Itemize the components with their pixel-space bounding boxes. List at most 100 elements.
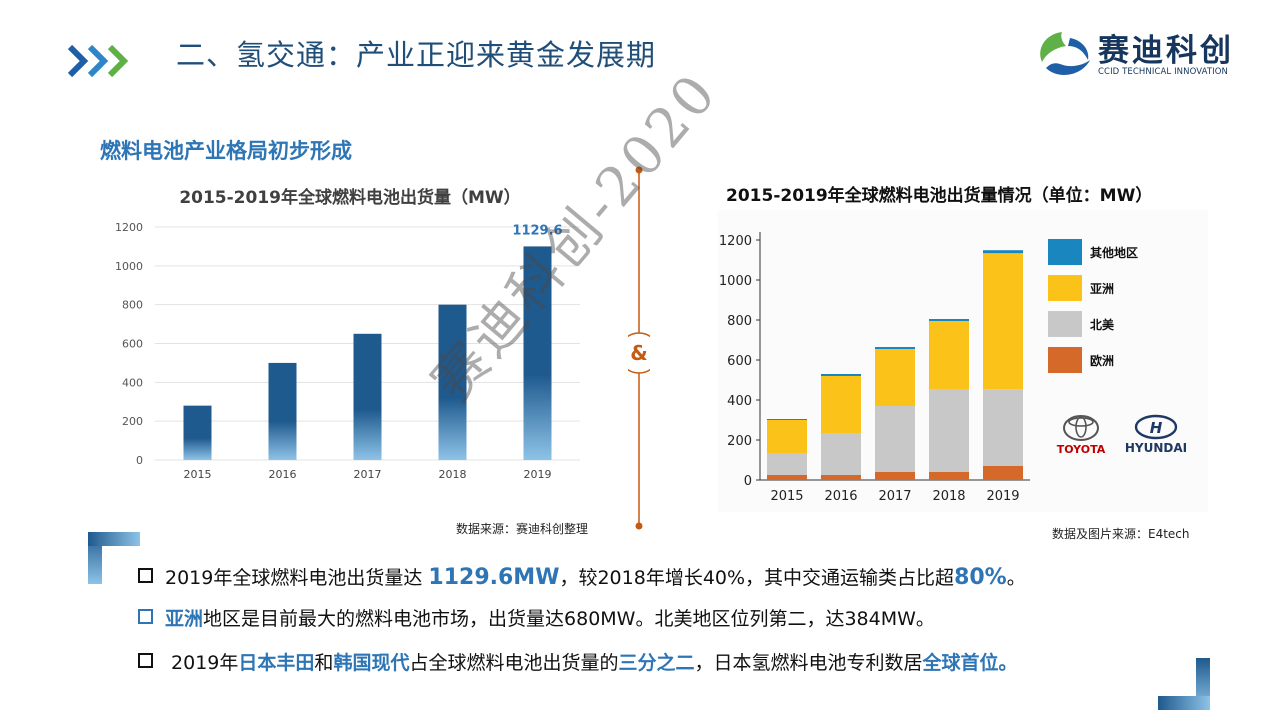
left-chart-title: 2015-2019年全球燃料电池出货量（MW） <box>179 188 521 208</box>
logo-name-en: CCID TECHNICAL INNOVATION <box>1098 67 1229 77</box>
right-bar-segment <box>929 319 969 321</box>
bullet-text: 1129.6MW <box>428 565 560 590</box>
bullet-box-icon <box>138 568 153 583</box>
divider-badge <box>628 332 650 374</box>
hyundai-emblem-icon <box>1134 414 1178 440</box>
ccid-logo <box>1040 32 1090 75</box>
bullet-text: 占全球燃料电池出货量的 <box>409 652 619 674</box>
bullet-text: 地区是目前最大的燃料电池市场，出货量达680MW。北美地区位列第二，达384MW… <box>203 608 935 630</box>
bullet-text: 三分之二 <box>618 652 695 674</box>
right-y-tick-label: 200 <box>727 434 752 449</box>
right-stacked-bar-chart: 0 200 400 600 800 1000 1200 2015 2016 2017 2018 201… <box>719 232 1187 504</box>
left-x-tick-label: 2019 <box>524 468 552 481</box>
bullet-text: 80% <box>954 565 1007 590</box>
right-x-tick-label: 2016 <box>824 489 857 504</box>
right-bar-segment <box>929 389 969 472</box>
bullet-text: 日本丰田 <box>238 652 315 674</box>
left-chart-source: 数据来源：赛迪科创整理 <box>456 522 589 536</box>
right-chart-title: 2015-2019年全球燃料电池出货量情况（单位：MW） <box>726 186 1153 206</box>
bullet-text: ，日本氢燃料电池专利数居 <box>694 652 923 674</box>
left-bar-2018 <box>438 304 467 460</box>
left-x-tick-label: 2015 <box>184 468 212 481</box>
toyota-emblem-icon <box>1063 415 1099 441</box>
bullet-text: 2019年 <box>165 652 239 674</box>
left-bar-chart: 0 200 400 600 800 1000 1200 2015 2016 2017 2018 201… <box>115 221 580 481</box>
bullet-text: ，较2018年增长40%，其中交通运输类占比超 <box>559 567 955 589</box>
right-y-tick-label: 400 <box>727 394 752 409</box>
bullet-text: 韩国现代 <box>333 652 410 674</box>
left-y-tick-label: 200 <box>122 415 143 428</box>
right-chart-source: 数据及图片来源：E4tech <box>1052 527 1190 541</box>
left-x-tick-label: 2017 <box>354 468 382 481</box>
bullet-text: 和 <box>314 652 334 674</box>
left-y-tick-label: 1200 <box>115 221 143 234</box>
right-y-tick-label: 800 <box>727 314 752 329</box>
right-bar-segment <box>983 253 1023 390</box>
bullet-asia-market: 亚洲地区是目前最大的燃料电池市场，出货量达680MW。北美地区位列第二，达384… <box>138 604 935 631</box>
right-legend-swatch <box>1048 311 1082 337</box>
right-bar-segment <box>821 433 861 475</box>
right-bar-segment <box>983 389 1023 466</box>
left-x-tick-label: 2018 <box>439 468 467 481</box>
right-bar-segment <box>767 453 807 475</box>
left-y-tick-label: 800 <box>122 299 143 312</box>
right-y-tick-label: 600 <box>727 354 752 369</box>
right-bar-segment <box>767 420 807 453</box>
toyota-emblem-inner <box>1075 416 1087 438</box>
right-bar-segment <box>929 472 969 480</box>
right-bar-segment <box>875 347 915 349</box>
right-bar-segment <box>821 376 861 433</box>
corner-decoration-top-left <box>88 532 140 584</box>
toyota-emblem-bar <box>1068 417 1094 427</box>
right-bar-segment <box>767 475 807 480</box>
section-heading: 燃料电池产业格局初步形成 <box>100 139 352 163</box>
divider-dot-bottom <box>635 522 643 530</box>
bullet-text: 2019年全球燃料电池出货量达 <box>165 567 429 589</box>
left-y-tick-label: 0 <box>136 454 143 467</box>
right-bar-segment <box>821 475 861 480</box>
page-title: 二、氢交通：产业正迎来黄金发展期 <box>176 38 657 72</box>
left-bar-2016 <box>268 362 297 460</box>
corner-decoration-bottom-right <box>1158 658 1210 710</box>
right-bar-segment <box>983 466 1023 480</box>
right-legend-swatch <box>1048 275 1082 301</box>
bullet-shipment-total: 2019年全球燃料电池出货量达 1129.6MW，较2018年增长40%，其中交… <box>138 563 1026 590</box>
right-bar-segment <box>767 419 807 420</box>
divider-dot-top <box>635 166 643 174</box>
left-x-tick-label: 2016 <box>269 468 297 481</box>
left-data-label: 1129.6 <box>512 223 562 238</box>
right-x-tick-label: 2017 <box>878 489 911 504</box>
bullet-box-icon <box>138 609 153 624</box>
logo-name-cn: 赛迪科创 <box>1098 33 1234 69</box>
left-y-tick-label: 600 <box>122 338 143 351</box>
bullet-box-icon <box>138 653 153 668</box>
right-y-tick-label: 0 <box>744 474 752 489</box>
left-y-tick-label: 400 <box>122 376 143 389</box>
bullet-text: 全球首位。 <box>922 652 1018 674</box>
toyota-wordmark: TOYOTA <box>1057 443 1106 456</box>
bullet-text: 。 <box>1006 567 1026 589</box>
right-x-tick-label: 2019 <box>986 489 1019 504</box>
left-bar-2015 <box>183 405 212 460</box>
right-y-tick-label: 1000 <box>719 274 752 289</box>
left-bar-2017 <box>353 333 382 460</box>
right-legend-swatch <box>1048 347 1082 373</box>
right-bar-segment <box>875 349 915 406</box>
right-bar-segment <box>929 321 969 389</box>
right-bar-segment <box>821 374 861 376</box>
chevron-arrows-icon <box>67 44 129 78</box>
right-bar-segment <box>875 406 915 472</box>
right-x-tick-label: 2018 <box>932 489 965 504</box>
right-y-tick-label: 1200 <box>719 234 752 249</box>
divider-ampersand: & <box>630 341 647 365</box>
left-y-tick-label: 1000 <box>115 260 143 273</box>
right-x-tick-label: 2015 <box>770 489 803 504</box>
right-bar-segment <box>983 250 1023 254</box>
right-legend-label: 欧洲 <box>1090 353 1114 368</box>
right-legend-label: 亚洲 <box>1090 282 1114 296</box>
hyundai-wordmark: HYUNDAI <box>1125 441 1187 455</box>
right-bar-segment <box>875 472 915 480</box>
left-bar-2019 <box>523 246 552 460</box>
bullet-text: 亚洲 <box>165 608 204 630</box>
right-legend-swatch <box>1048 239 1082 265</box>
